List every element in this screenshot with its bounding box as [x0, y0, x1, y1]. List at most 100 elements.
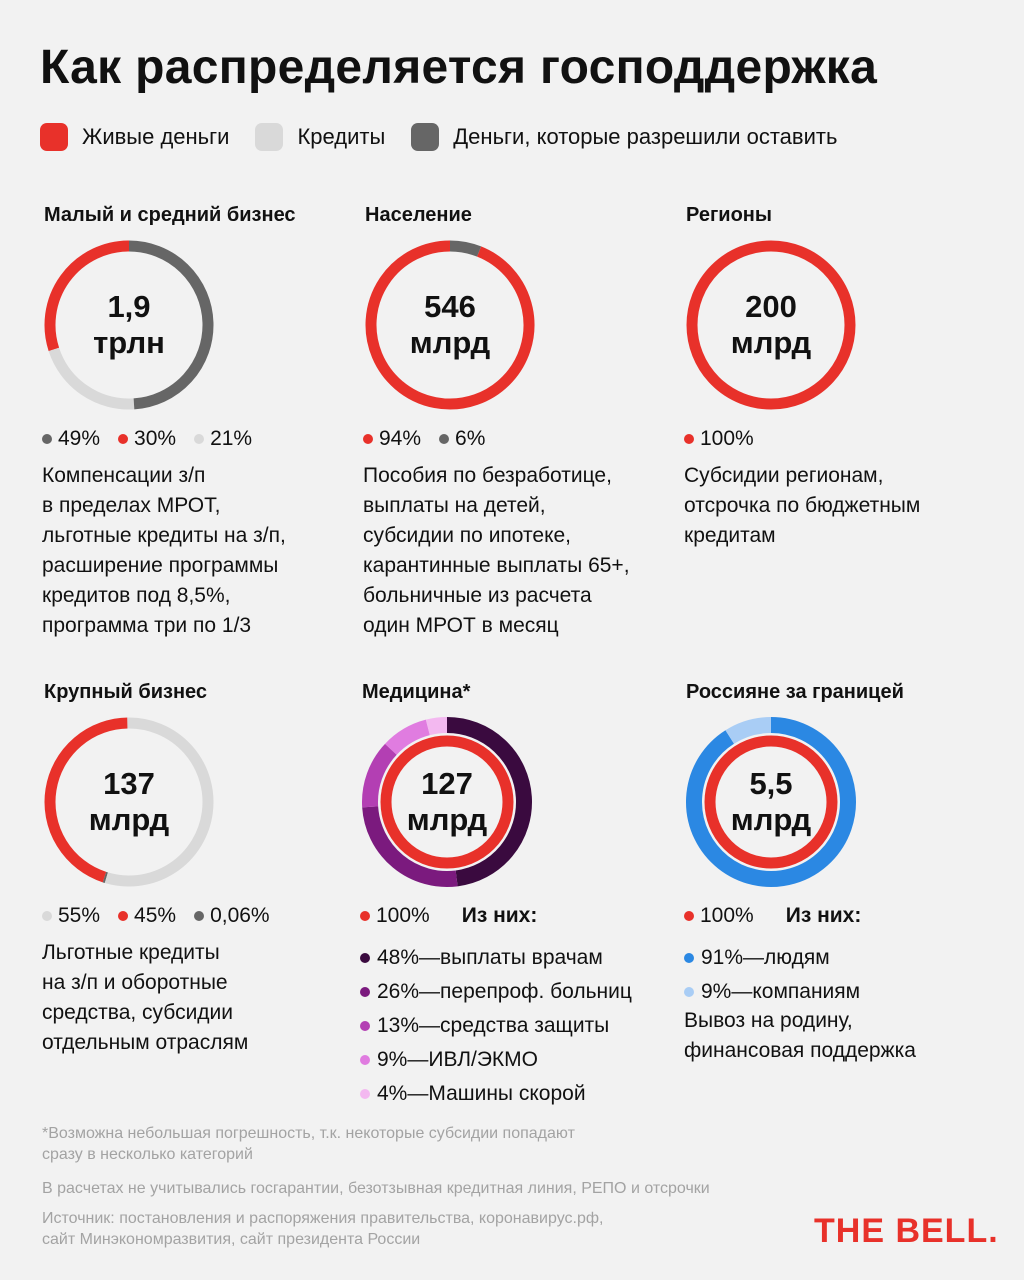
percent-row: 100% [684, 427, 754, 451]
legend-swatch-credit [255, 123, 284, 151]
total-value: 5,5 млрд [684, 715, 858, 889]
breakdown-item: 13%—средства защиты [360, 1009, 632, 1043]
total-number: 137 [103, 766, 155, 801]
breakdown-label: 9%—компаниям [701, 980, 861, 1003]
breakdown-label: 48%—выплаты врачам [377, 946, 603, 969]
total-value: 200 млрд [684, 238, 858, 412]
slice-dot [360, 911, 370, 921]
slice-percent: 30% [118, 427, 176, 451]
breakdown-dot [360, 953, 370, 963]
legend-label-kept: Деньги, которые разрешили оставить [453, 124, 838, 149]
percent-row: 94% 6% [363, 427, 485, 451]
panel-description: Компенсации з/п в пределах МРОТ, льготны… [42, 464, 286, 637]
slice-percent: 100% [360, 904, 430, 928]
total-value: 1,9 трлн [42, 238, 216, 412]
breakdown-item: 9%—компаниям [684, 975, 860, 1009]
breakdown-label: 26%—перепроф. больниц [377, 980, 632, 1003]
slice-label: 100% [700, 904, 754, 927]
total-unit: млрд [730, 325, 812, 360]
panel-description: Субсидии регионам, отсрочка по бюджетным… [684, 464, 921, 547]
slice-dot [194, 911, 205, 921]
slice-percent: 0,06% [194, 904, 270, 928]
breakdown-item: 4%—Машины скорой [360, 1077, 632, 1111]
breakdown-slice [385, 719, 431, 756]
legend-item-live: Живые деньги [40, 123, 229, 151]
panel-description: Льготные кредиты на з/п и оборотные сред… [42, 941, 249, 1054]
slice-percent: 49% [42, 427, 100, 451]
donut-slice [704, 735, 838, 869]
panel-sme: Малый и средний бизнес 1,9 трлн 49% 30% … [42, 204, 372, 644]
legend-label-live: Живые деньги [82, 124, 230, 149]
footnote-accuracy: *Возможна небольшая погрешность, т.к. не… [42, 1125, 575, 1163]
breakdown-label: 91%—людям [701, 946, 830, 969]
breakdown-label: 4%—Машины скорой [377, 1082, 586, 1105]
slice-dot [363, 434, 373, 444]
slice-percent: 94% [363, 427, 421, 451]
slice-dot [684, 911, 694, 921]
breakdown-label: 9%—ИВЛ/ЭКМО [377, 1048, 538, 1071]
donut-chart [44, 240, 214, 410]
slice-percent: 6% [439, 427, 485, 451]
donut-slice [48, 347, 135, 410]
panel-title: Малый и средний бизнес [44, 204, 296, 226]
breakdown-slice [362, 806, 458, 887]
percent-row: 100% Из них: [360, 904, 537, 928]
legend: Живые деньги Кредиты Деньги, которые раз… [40, 120, 837, 154]
breakdown-dot [360, 1055, 370, 1065]
panel-abroad: Россияне за границей 5,5 млрд 100% Из ни… [684, 681, 1014, 1121]
of-them-label: Из них: [785, 904, 862, 927]
breakdown-item: 9%—ИВЛ/ЭКМО [360, 1043, 632, 1077]
slice-label: 6% [455, 427, 486, 450]
percent-row: 55% 45% 0,06% [42, 904, 270, 928]
slice-label: 45% [134, 904, 177, 927]
brand-logo: THE BELL. [814, 1212, 999, 1250]
donut-slice [686, 240, 856, 410]
breakdown-slice [446, 717, 532, 887]
total-unit: млрд [730, 802, 812, 837]
breakdown-label: 13%—средства защиты [377, 1014, 610, 1037]
page-title: Как распределяется господдержка [40, 41, 878, 94]
percent-row: 100% Из них: [684, 904, 861, 928]
total-value: 127 млрд [360, 715, 534, 889]
slice-label: 49% [58, 427, 101, 450]
total-unit: млрд [406, 802, 488, 837]
of-them-label: Из них: [461, 904, 538, 927]
donut-slice [102, 871, 108, 883]
donut-slice [128, 240, 214, 410]
footnote-source: Источник: постановления и распоряжения п… [42, 1210, 604, 1248]
donut-slice [44, 717, 130, 883]
panel-description: Вывоз на родину, финансовая поддержка [684, 1009, 916, 1062]
breakdown-dot [360, 987, 370, 997]
slice-label: 100% [376, 904, 430, 927]
panel-population: Население 546 млрд 94% 6% Пособия по без… [363, 204, 693, 644]
total-number: 1,9 [107, 289, 151, 324]
breakdown-slice [686, 717, 856, 887]
panel-regions: Регионы 200 млрд 100% Субсидии регионам,… [684, 204, 1014, 644]
slice-dot [439, 434, 450, 444]
breakdown-slice [425, 717, 448, 736]
legend-swatch-kept [411, 123, 440, 151]
slice-dot [118, 434, 129, 444]
donut-chart [44, 717, 214, 887]
slice-dot [194, 434, 205, 444]
panel-description: Пособия по безработице, выплаты на детей… [363, 464, 630, 637]
total-number: 200 [745, 289, 797, 324]
donut-chart [686, 717, 856, 887]
slice-percent: 21% [194, 427, 252, 451]
legend-label-credit: Кредиты [297, 124, 386, 149]
panel-big-business: Крупный бизнес 137 млрд 55% 45% 0,06% Ль… [42, 681, 372, 1121]
slice-label: 0,06% [210, 904, 270, 927]
panel-medicine: Медицина* 127 млрд 100% Из них: 48%—выпл… [360, 681, 690, 1121]
slice-label: 55% [58, 904, 101, 927]
legend-item-credit: Кредиты [255, 123, 385, 151]
donut-chart [686, 240, 856, 410]
slice-dot [118, 911, 129, 921]
total-value: 137 млрд [42, 715, 216, 889]
donut-slice [365, 240, 535, 410]
breakdown-list: 48%—выплаты врачам 26%—перепроф. больниц… [360, 941, 632, 1111]
slice-percent: 55% [42, 904, 100, 928]
panel-title: Население [365, 204, 472, 226]
slice-percent: 100% [684, 427, 754, 451]
donut-slice [449, 240, 482, 257]
breakdown-slice [725, 717, 772, 744]
